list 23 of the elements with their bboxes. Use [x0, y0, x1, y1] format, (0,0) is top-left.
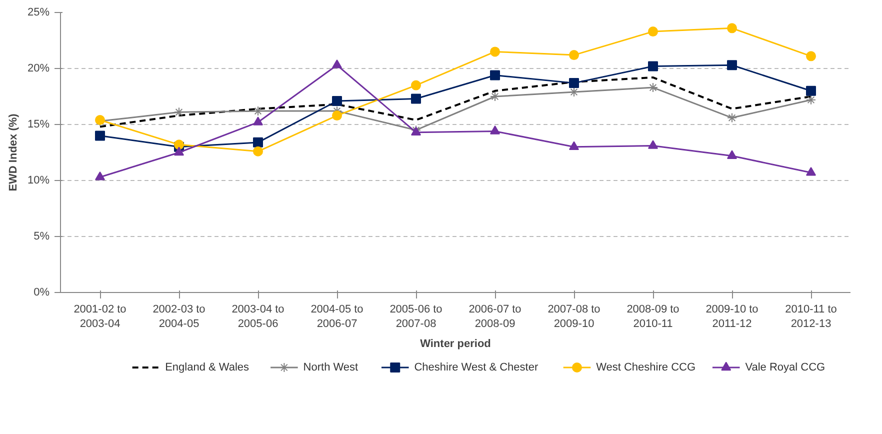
y-tick-label: 25% — [27, 6, 50, 18]
x-tick-label: 2006-07 to 2008-09 — [468, 304, 522, 330]
x-tick-label: 2007-08 to 2009-10 — [548, 304, 600, 330]
y-tick-label: 20% — [27, 62, 50, 74]
y-tick-label: 0% — [34, 286, 50, 298]
x-tick-label: 2009-10 to 2011-12 — [706, 304, 758, 330]
y-tick-label: 10% — [27, 174, 50, 186]
x-tick-label: 2008-09 to 2010-11 — [626, 304, 680, 330]
legend-label: Cheshire West & Chester — [414, 362, 538, 374]
y-tick-label: 5% — [34, 230, 50, 242]
y-tick-label: 15% — [27, 118, 50, 130]
y-axis-title: EWD Index (%) — [7, 113, 20, 192]
x-tick-label: 2004-05 to 2006-07 — [310, 304, 364, 330]
legend-label: Vale Royal CCG — [745, 362, 826, 374]
x-tick-label: 2002-03 to 2004-05 — [152, 304, 206, 330]
x-tick-label: 2003-04 to 2005-06 — [232, 304, 284, 330]
legend-label: West Cheshire CCG — [596, 362, 696, 374]
x-tick-label: 2005-06 to 2007-08 — [390, 304, 442, 330]
x-tick-label: 2010-11 to 2012-13 — [785, 304, 837, 330]
legend-label: North West — [303, 362, 358, 374]
x-axis-title: Winter period — [420, 338, 491, 350]
legend-label: England & Wales — [165, 362, 250, 374]
x-tick-label: 2001-02 to 2003-04 — [74, 304, 126, 330]
